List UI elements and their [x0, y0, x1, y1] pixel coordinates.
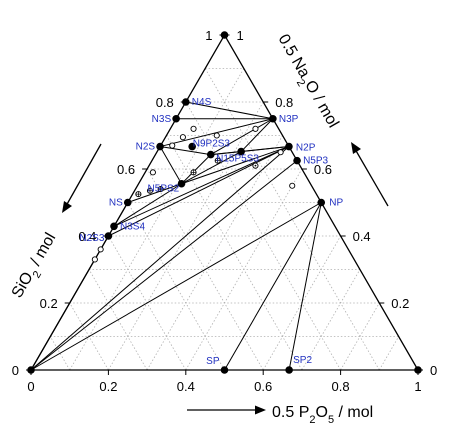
p2o5-direction-arrow — [187, 405, 266, 415]
compound-point-n2s3 — [104, 232, 113, 240]
compound-label-sp: SP — [206, 356, 220, 367]
grid-line — [146, 135, 283, 371]
open-marker — [252, 125, 259, 132]
grid-line — [378, 336, 399, 371]
left-tick-label: 0 — [12, 363, 19, 378]
compound-point-np — [317, 198, 326, 207]
left-tick-label: 0.2 — [40, 296, 58, 311]
compound-label-n3p: N3P — [279, 114, 299, 125]
compound-point-ns — [123, 198, 132, 207]
compound-label-n2s: N2S — [136, 142, 156, 153]
open-marker — [179, 134, 186, 141]
compound-label-n5p3: N5P3 — [303, 156, 328, 167]
tie-line — [241, 146, 289, 153]
compound-label-sp2: SP2 — [293, 355, 312, 366]
bottom-tick-label: 0.6 — [254, 379, 272, 394]
compound-point — [27, 366, 35, 374]
compound-point-n5p3 — [293, 156, 301, 165]
compound-point-n3s — [172, 114, 180, 123]
compound-label-n3s: N3S — [152, 114, 172, 125]
bottom-tick-label: 0.4 — [177, 379, 195, 394]
compound-point-n2p — [285, 142, 293, 151]
right-tick-label: 0 — [430, 363, 437, 378]
compound-point-sp — [220, 366, 229, 374]
compound-point-n2s — [156, 142, 164, 151]
compound-point-n4s — [182, 98, 190, 106]
tie-line — [181, 151, 242, 185]
left-tick-label: 0.8 — [156, 95, 174, 110]
tie-line — [181, 146, 290, 185]
compound-label-n15p5s3: N15P5S3 — [216, 154, 259, 165]
tie-line — [210, 151, 242, 156]
open-marker — [289, 182, 296, 189]
compound-point-n3s4 — [110, 222, 118, 231]
open-marker — [169, 142, 176, 149]
bottom-tick-label: 0 — [27, 379, 34, 394]
left-tick-label: 0.4 — [78, 229, 96, 244]
compound-point-n5ps2 — [177, 179, 186, 188]
grid-line — [340, 302, 380, 371]
compound-point — [220, 31, 229, 39]
right-tick-label: 0.4 — [353, 229, 371, 244]
bottom-tick-label: 0.2 — [99, 379, 117, 394]
open-marker — [190, 125, 197, 132]
compound-point-sp2 — [285, 366, 293, 374]
tie-line — [30, 146, 290, 371]
compound-label-n9p2s3: N9P2S3 — [193, 139, 231, 150]
tie-line — [127, 183, 182, 203]
open-marker — [91, 256, 98, 263]
open-marker-dot — [254, 164, 257, 167]
axis-ticks: 00 00.20.2 0.20.40.4 0.40.60.6 0.60.80.8 0.81… — [12, 28, 437, 394]
open-marker — [149, 169, 156, 176]
right-tick-label: 0.2 — [391, 296, 409, 311]
tie-line — [240, 118, 274, 152]
compound-labels: N4S N3S N2S NS N3S4 N2S3 N3P N2P N5P3 NP SP SP2 N9P2… — [79, 97, 343, 367]
sio2-axis-label: SiO2 / mol — [9, 230, 64, 303]
grid-lines — [50, 68, 399, 371]
open-marker — [97, 246, 104, 253]
tie-line — [288, 202, 322, 371]
grid-line — [127, 202, 225, 371]
tie-line — [181, 154, 212, 185]
compound-point-n9p2s3 — [206, 150, 215, 159]
tie-line — [159, 146, 211, 156]
right-tick-label: 0.6 — [314, 162, 332, 177]
bottom-tick-label: 1 — [414, 379, 421, 394]
compound-point-n3p — [269, 114, 277, 123]
compound-label-ns: NS — [109, 198, 123, 209]
grid-line — [50, 336, 71, 371]
compound-label-n4s: N4S — [192, 97, 212, 108]
tie-line — [185, 101, 273, 120]
right-tick-label: 0.8 — [275, 95, 293, 110]
compound-label-n3s4: N3S4 — [120, 221, 145, 232]
left-tick-label: 0.6 — [117, 162, 135, 177]
compound-label-np: NP — [329, 198, 343, 209]
compound-point — [414, 366, 422, 374]
na2o-direction-arrow — [351, 142, 389, 207]
tie-line — [113, 183, 182, 227]
tie-line — [224, 202, 322, 371]
tie-line — [30, 160, 298, 371]
tie-line — [159, 146, 182, 184]
sio2-direction-arrow — [62, 143, 102, 213]
compound-point — [188, 142, 196, 151]
open-markers — [91, 125, 296, 263]
compound-label-n5ps2: N5PS2 — [148, 184, 180, 195]
tie-line — [113, 146, 290, 227]
tie-line — [108, 146, 290, 237]
tie-line — [210, 118, 274, 156]
p2o5-axis-label: 0.5 P2O5 / mol — [272, 404, 373, 426]
compound-label-n2p: N2P — [296, 143, 316, 154]
compound-points — [27, 31, 422, 374]
compound-label-n2s3: N2S3 — [79, 233, 104, 244]
bottom-tick-label: 0.8 — [332, 379, 350, 394]
right-tick-label: 1 — [237, 28, 244, 43]
compound-point-n15p5s3 — [237, 147, 245, 156]
open-marker — [213, 132, 220, 139]
open-marker — [277, 149, 284, 156]
left-tick-label: 1 — [205, 28, 212, 43]
tie-line — [30, 202, 322, 371]
